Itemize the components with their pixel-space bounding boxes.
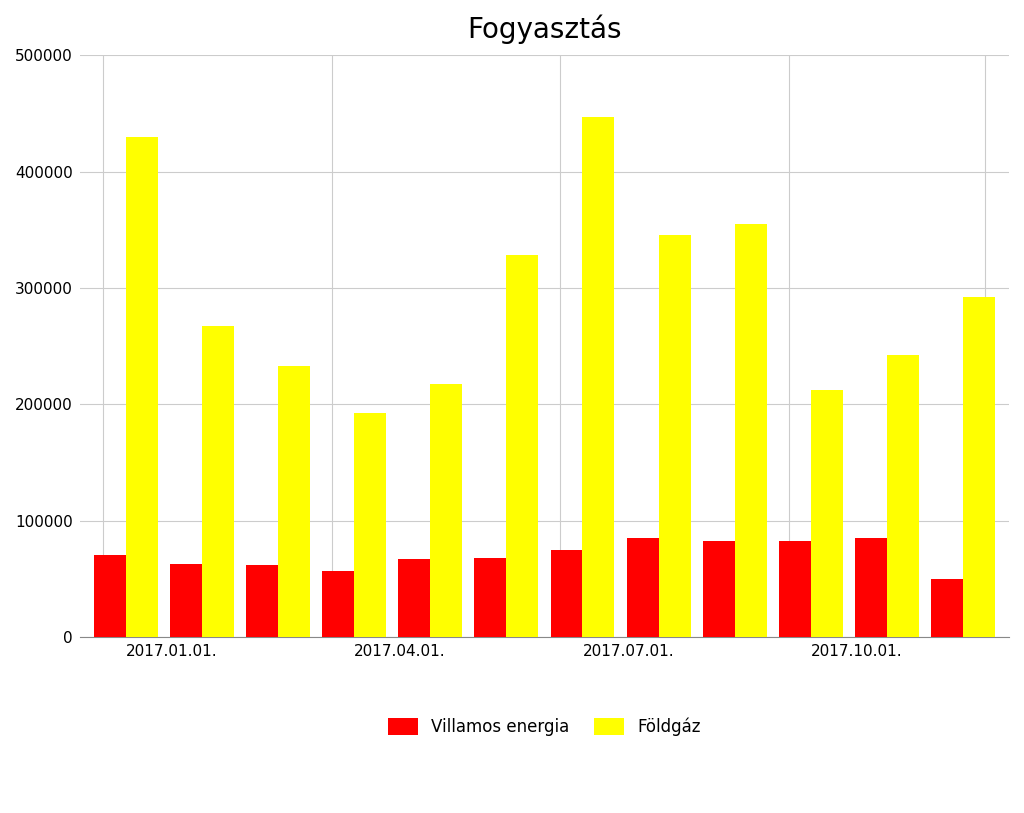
Bar: [506, 255, 539, 637]
Bar: [246, 565, 278, 637]
Bar: [278, 366, 310, 637]
Bar: [855, 538, 887, 637]
Bar: [811, 390, 843, 637]
Bar: [551, 550, 583, 637]
Bar: [735, 224, 767, 637]
Bar: [474, 558, 506, 637]
Legend: Villamos energia, Földgáz: Villamos energia, Földgáz: [379, 709, 710, 745]
Bar: [170, 563, 202, 637]
Bar: [583, 117, 614, 637]
Bar: [658, 236, 690, 637]
Bar: [202, 326, 233, 637]
Bar: [627, 538, 658, 637]
Bar: [430, 385, 462, 637]
Bar: [354, 414, 386, 637]
Bar: [398, 559, 430, 637]
Bar: [702, 541, 735, 637]
Bar: [322, 571, 354, 637]
Bar: [126, 137, 158, 637]
Bar: [93, 555, 126, 637]
Bar: [887, 355, 920, 637]
Bar: [931, 579, 964, 637]
Title: Fogyasztás: Fogyasztás: [467, 15, 622, 45]
Bar: [779, 541, 811, 637]
Bar: [964, 297, 995, 637]
